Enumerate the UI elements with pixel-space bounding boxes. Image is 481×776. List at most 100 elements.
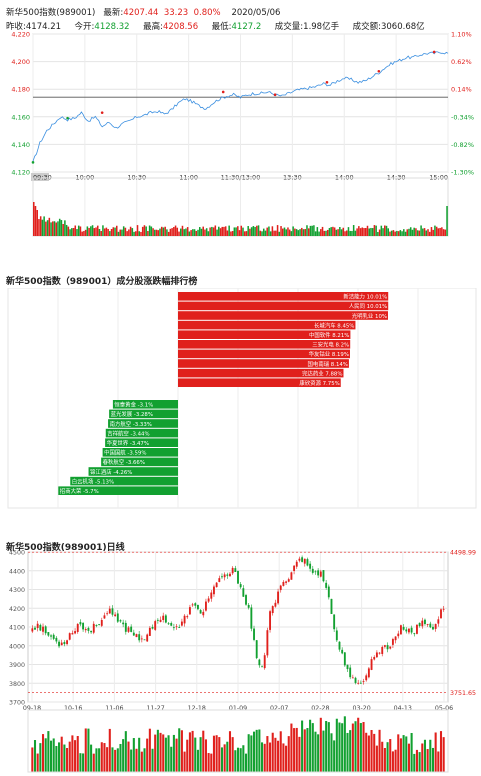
candle-body bbox=[311, 568, 314, 573]
daily-volume-bar bbox=[421, 743, 424, 772]
volume-bar bbox=[102, 225, 104, 236]
candle-body bbox=[357, 682, 360, 684]
candle-body bbox=[229, 573, 231, 577]
volume-bar bbox=[404, 231, 407, 236]
volume-bar bbox=[256, 225, 258, 236]
daily-volume-bar bbox=[370, 729, 373, 772]
ranking-frame bbox=[7, 288, 477, 509]
daily-volume-bar bbox=[252, 731, 256, 772]
volume-bar bbox=[200, 228, 203, 236]
volume-label: 成交量: bbox=[274, 22, 304, 32]
open-label: 今开: bbox=[74, 22, 95, 32]
daily-volume-bar bbox=[349, 730, 352, 772]
volume-bar bbox=[173, 227, 175, 236]
pct-tick-label: -0.82% bbox=[451, 141, 474, 149]
volume-bar bbox=[65, 224, 68, 236]
amount-label: 成交额: bbox=[352, 22, 381, 32]
volume-bar bbox=[58, 218, 61, 236]
daily-volume-bar bbox=[434, 732, 437, 772]
daily-volume-bar bbox=[274, 737, 277, 772]
daily-volume-bar bbox=[127, 741, 130, 772]
volume-bar bbox=[242, 227, 244, 236]
daily-volume-bar bbox=[63, 744, 66, 772]
daily-volume-bar bbox=[191, 730, 194, 772]
volume-bar bbox=[176, 227, 179, 236]
daily-volume-bar bbox=[143, 748, 146, 772]
volume-bar bbox=[339, 226, 341, 236]
volume-bar bbox=[212, 227, 215, 236]
daily-volume-bar bbox=[301, 720, 304, 772]
volume-bar bbox=[90, 226, 92, 236]
candle-body bbox=[68, 633, 71, 640]
volume-bar bbox=[43, 216, 45, 236]
low-mark-label: 3751.65 bbox=[450, 690, 476, 697]
ranking-bar-up bbox=[178, 340, 351, 349]
volume-bar bbox=[133, 231, 135, 236]
volume-bar bbox=[116, 225, 118, 236]
candle-body bbox=[301, 557, 304, 562]
daily-volume-bar bbox=[295, 727, 298, 772]
volume-bar bbox=[437, 228, 440, 236]
daily-volume-bar bbox=[226, 741, 229, 772]
daily-volume-bar bbox=[362, 722, 365, 772]
pct-tick-label: 1.10% bbox=[451, 31, 472, 39]
volume-bar bbox=[278, 231, 281, 236]
y-tick-label: 4300 bbox=[9, 587, 25, 594]
candle-body bbox=[442, 608, 445, 610]
candle-body bbox=[191, 604, 194, 606]
ranking-chart-title: 新华500指数（989001）成分股涨跌幅排行榜 bbox=[6, 277, 198, 287]
candle-body bbox=[322, 570, 325, 582]
daily-volume-bar bbox=[92, 753, 95, 772]
daily-volume-bar bbox=[188, 732, 191, 772]
ranking-bar-label: 国电南瑞 8.14% bbox=[308, 360, 348, 368]
ranking-bar-up bbox=[178, 311, 388, 320]
volume-bar bbox=[249, 228, 251, 236]
daily-volume-bar bbox=[250, 735, 253, 772]
volume-bar bbox=[199, 227, 201, 236]
candle-body bbox=[207, 598, 210, 602]
daily-volume-bar bbox=[130, 749, 133, 772]
quote-date: 2020/05/06 bbox=[231, 8, 281, 18]
daily-volume-bar bbox=[242, 745, 245, 772]
daily-volume-bar bbox=[426, 749, 429, 772]
volume-bar bbox=[55, 222, 58, 236]
volume-bar bbox=[430, 227, 433, 236]
candle-body bbox=[122, 622, 125, 625]
volume-bar bbox=[435, 226, 438, 236]
volume-bar bbox=[38, 219, 40, 236]
daily-volume-bar bbox=[167, 735, 170, 772]
ranking-bar-label: 华友钴业 8.19% bbox=[309, 350, 349, 358]
candle-body bbox=[263, 655, 266, 669]
volume-bar bbox=[285, 229, 287, 236]
volume-bar bbox=[233, 227, 236, 236]
daily-volume-bar bbox=[397, 734, 400, 772]
volume-bar bbox=[269, 231, 272, 236]
daily-volume-bar bbox=[391, 751, 394, 772]
candle-body bbox=[440, 609, 442, 619]
volume-bar bbox=[292, 226, 294, 236]
daily-volume-bar bbox=[204, 739, 207, 772]
volume-bar bbox=[193, 229, 196, 236]
daily-volume-bar bbox=[55, 745, 58, 772]
candle-body bbox=[213, 586, 215, 595]
volume-bar bbox=[159, 228, 161, 236]
candle-body bbox=[367, 668, 370, 678]
volume-bar bbox=[150, 226, 153, 236]
daily-volume-bar bbox=[156, 729, 159, 772]
low-value: 4127.2 bbox=[231, 22, 262, 32]
candle-body bbox=[197, 604, 199, 610]
y-tick-label: 3800 bbox=[9, 681, 25, 688]
volume-bar bbox=[190, 230, 192, 236]
volume-bar bbox=[231, 231, 234, 236]
volume-bar bbox=[326, 229, 329, 236]
candle-body bbox=[202, 611, 205, 616]
candle-body bbox=[183, 615, 186, 624]
candle-body bbox=[434, 623, 437, 629]
daily-volume-bar bbox=[132, 738, 135, 772]
ranking-bar-down bbox=[58, 486, 178, 495]
volume-bar bbox=[415, 228, 417, 236]
price-line bbox=[32, 51, 449, 162]
candle-body bbox=[386, 645, 389, 650]
volume-bar bbox=[192, 229, 194, 236]
ranking-bar-down bbox=[112, 400, 178, 409]
